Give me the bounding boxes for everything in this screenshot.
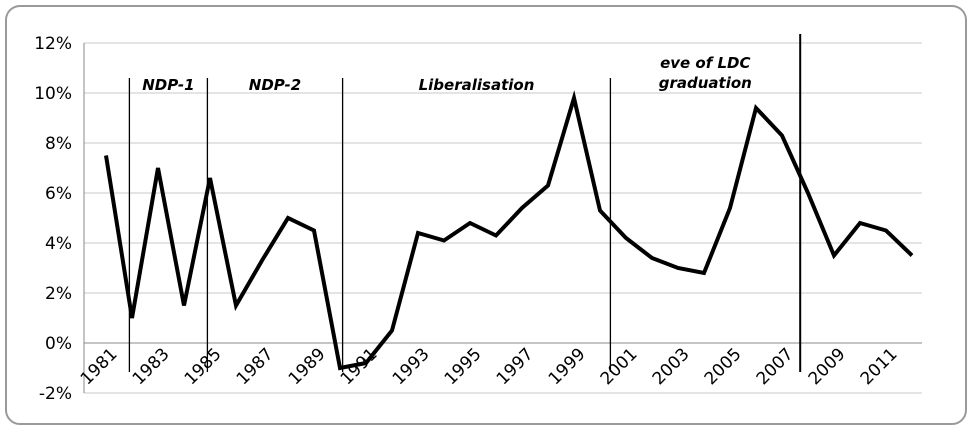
y-tick-label: 4% (45, 234, 72, 254)
y-tick-label: 10% (34, 84, 72, 104)
annotation: Liberalisation (419, 76, 535, 94)
annotation: eve of LDC (660, 54, 750, 72)
y-tick-label: 6% (45, 184, 72, 204)
y-tick-label: 2% (45, 284, 72, 304)
chart-frame (5, 5, 967, 425)
annotation: NDP-2 (249, 76, 301, 94)
annotation: graduation (659, 74, 752, 92)
line-series (104, 90, 914, 371)
y-tick-label: -2% (39, 384, 72, 404)
y-tick-label: 8% (45, 134, 72, 154)
y-tick-label: 0% (45, 334, 72, 354)
annotation: NDP-1 (142, 76, 194, 94)
y-tick-label: 12% (34, 34, 72, 54)
